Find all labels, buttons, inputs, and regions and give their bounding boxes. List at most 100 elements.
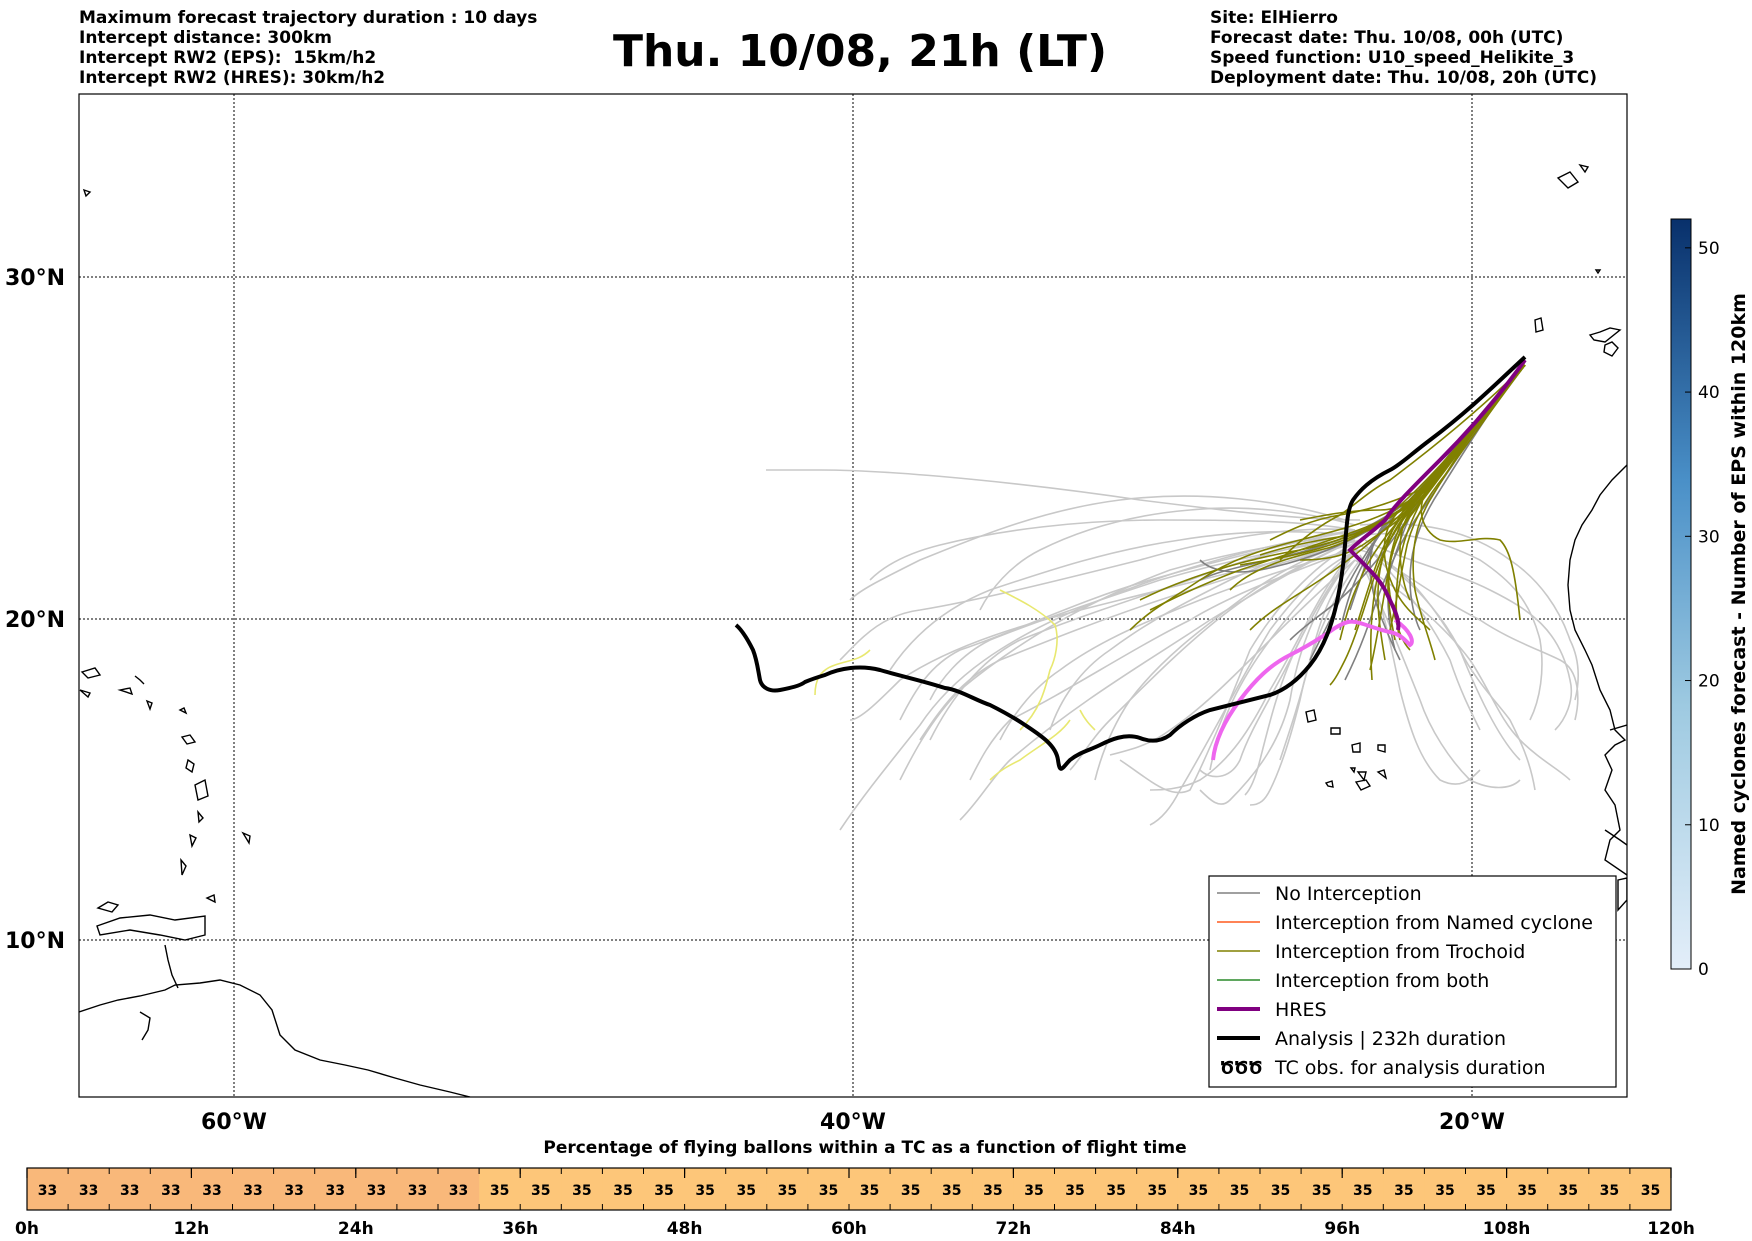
timebar-cell — [684, 1168, 727, 1210]
timebar-cell — [191, 1168, 233, 1210]
timebar-cell — [561, 1168, 603, 1210]
timebar-cell — [109, 1168, 151, 1210]
timebar-value: 33 — [120, 1183, 139, 1199]
timebar-cell — [849, 1168, 891, 1210]
timebar-tick-label: 0h — [15, 1219, 39, 1239]
legend-label: Interception from Trochoid — [1275, 941, 1525, 963]
timebar-value: 33 — [202, 1183, 221, 1199]
timebar-value: 35 — [1106, 1183, 1125, 1199]
timebar-value: 35 — [1353, 1183, 1372, 1199]
timebar-cell — [1342, 1168, 1384, 1210]
timebar-cell — [27, 1168, 69, 1210]
timebar-cell — [150, 1168, 192, 1210]
hres-track — [1347, 358, 1527, 631]
timebar-cell — [1301, 1168, 1343, 1210]
lat-labels: 30°N 20°N 10°N — [5, 266, 65, 954]
timebar-value: 35 — [1641, 1183, 1660, 1199]
timebar-cell — [1629, 1168, 1672, 1210]
lat-label: 10°N — [5, 929, 65, 954]
ensemble-tracks-light — [766, 469, 1580, 831]
timebar-value: 33 — [161, 1183, 180, 1199]
tc-obs-symbol: ԾԾԾ — [1220, 1058, 1263, 1079]
colorbar-tick-label: 0 — [1698, 960, 1709, 980]
timebar-cell — [1054, 1168, 1097, 1210]
timebar-cell — [1095, 1168, 1138, 1210]
timebar-tick-label: 84h — [1160, 1219, 1196, 1239]
analysis-track — [734, 355, 1527, 771]
timebar-tick-label: 108h — [1483, 1219, 1531, 1239]
legend-label: Analysis | 232h duration — [1275, 1028, 1506, 1050]
timebar-value: 35 — [1148, 1183, 1167, 1199]
map-legend: No Interception Interception from Named c… — [1208, 875, 1617, 1088]
timebar-value: 35 — [1024, 1183, 1043, 1199]
site-line: Deployment date: Thu. 10/08, 20h (UTC) — [1210, 68, 1597, 88]
timebar-cell — [355, 1168, 398, 1210]
timebar-cell — [1465, 1168, 1508, 1210]
timebar-title: Percentage of flying ballons within a TC… — [543, 1138, 1186, 1158]
timebar-cell — [931, 1168, 973, 1210]
timebar-cell — [1136, 1168, 1179, 1210]
timebar-cell — [972, 1168, 1014, 1210]
timebar-cell — [232, 1168, 275, 1210]
timebar-tick-label: 60h — [831, 1219, 867, 1239]
timebar-value: 35 — [1065, 1183, 1084, 1199]
timebar-cell — [1177, 1168, 1220, 1210]
forecast-parameters: Maximum forecast trajectory duration : 1… — [79, 8, 537, 88]
timebar-value: 35 — [490, 1183, 509, 1199]
timebar-value: 35 — [737, 1183, 756, 1199]
timebar-value: 35 — [778, 1183, 797, 1199]
timebar-value: 33 — [367, 1183, 386, 1199]
lon-labels: 60°W 40°W 20°W — [201, 1110, 1505, 1135]
timebar-value: 35 — [1476, 1183, 1495, 1199]
param-line: Intercept RW2 (EPS): 15km/h2 — [79, 48, 377, 68]
timebar-cell — [766, 1168, 809, 1210]
colorbar: 0 10 20 30 40 50 Named cyclones forecast - Nu… — [1670, 218, 1750, 980]
timebar-value: 35 — [1312, 1183, 1331, 1199]
timebar-value: 35 — [695, 1183, 714, 1199]
colorbar-tick-label: 20 — [1698, 672, 1720, 692]
site-line: Site: ElHierro — [1210, 8, 1338, 28]
site-line: Forecast date: Thu. 10/08, 00h (UTC) — [1210, 28, 1564, 48]
timebar-value: 35 — [819, 1183, 838, 1199]
timebar-value: 33 — [284, 1183, 303, 1199]
colorbar-tick-label: 50 — [1698, 239, 1720, 259]
timebar-value: 35 — [654, 1183, 673, 1199]
timebar-value: 35 — [613, 1183, 632, 1199]
legend-label: TC obs. for analysis duration — [1274, 1057, 1546, 1079]
lon-label: 40°W — [820, 1110, 886, 1135]
colorbar-tick-label: 30 — [1698, 527, 1720, 547]
timebar-cell — [725, 1168, 768, 1210]
param-line: Intercept distance: 300km — [79, 28, 332, 48]
timebar-value: 33 — [79, 1183, 98, 1199]
colorbar-label: Named cyclones forecast - Number of EPS … — [1728, 293, 1750, 895]
param-line: Intercept RW2 (HRES): 30km/h2 — [79, 68, 386, 88]
yellow-tracks — [814, 589, 1096, 781]
timebar-cell — [807, 1168, 850, 1210]
lon-label: 20°W — [1439, 1110, 1505, 1135]
timebar-cell — [68, 1168, 110, 1210]
timebar-cell — [479, 1168, 521, 1210]
site-info: Site: ElHierro Forecast date: Thu. 10/08… — [1210, 8, 1597, 88]
timebar-cell — [1218, 1168, 1261, 1210]
timebar-value: 35 — [1271, 1183, 1290, 1199]
page-title: Thu. 10/08, 21h (LT) — [612, 26, 1108, 77]
timebar-cell — [396, 1168, 439, 1210]
timebar-value: 35 — [1394, 1183, 1413, 1199]
timebar-cell — [273, 1168, 316, 1210]
colorbar-tick-label: 40 — [1698, 383, 1720, 403]
legend-label: No Interception — [1275, 883, 1422, 905]
timebar-value: 33 — [408, 1183, 427, 1199]
timebar-tick-label: 48h — [667, 1219, 703, 1239]
timebar-value: 35 — [531, 1183, 550, 1199]
timebar-cell — [1588, 1168, 1631, 1210]
timebar-value: 35 — [1559, 1183, 1578, 1199]
coastlines — [79, 163, 1627, 1097]
timebar-value: 33 — [326, 1183, 345, 1199]
timebar-cell — [1260, 1168, 1302, 1210]
legend-label: HRES — [1275, 999, 1327, 1021]
timebar-tick-label: 36h — [502, 1219, 538, 1239]
lat-label: 30°N — [5, 266, 65, 291]
param-line: Maximum forecast trajectory duration : 1… — [79, 8, 538, 28]
timebar-tick-label: 24h — [338, 1219, 374, 1239]
